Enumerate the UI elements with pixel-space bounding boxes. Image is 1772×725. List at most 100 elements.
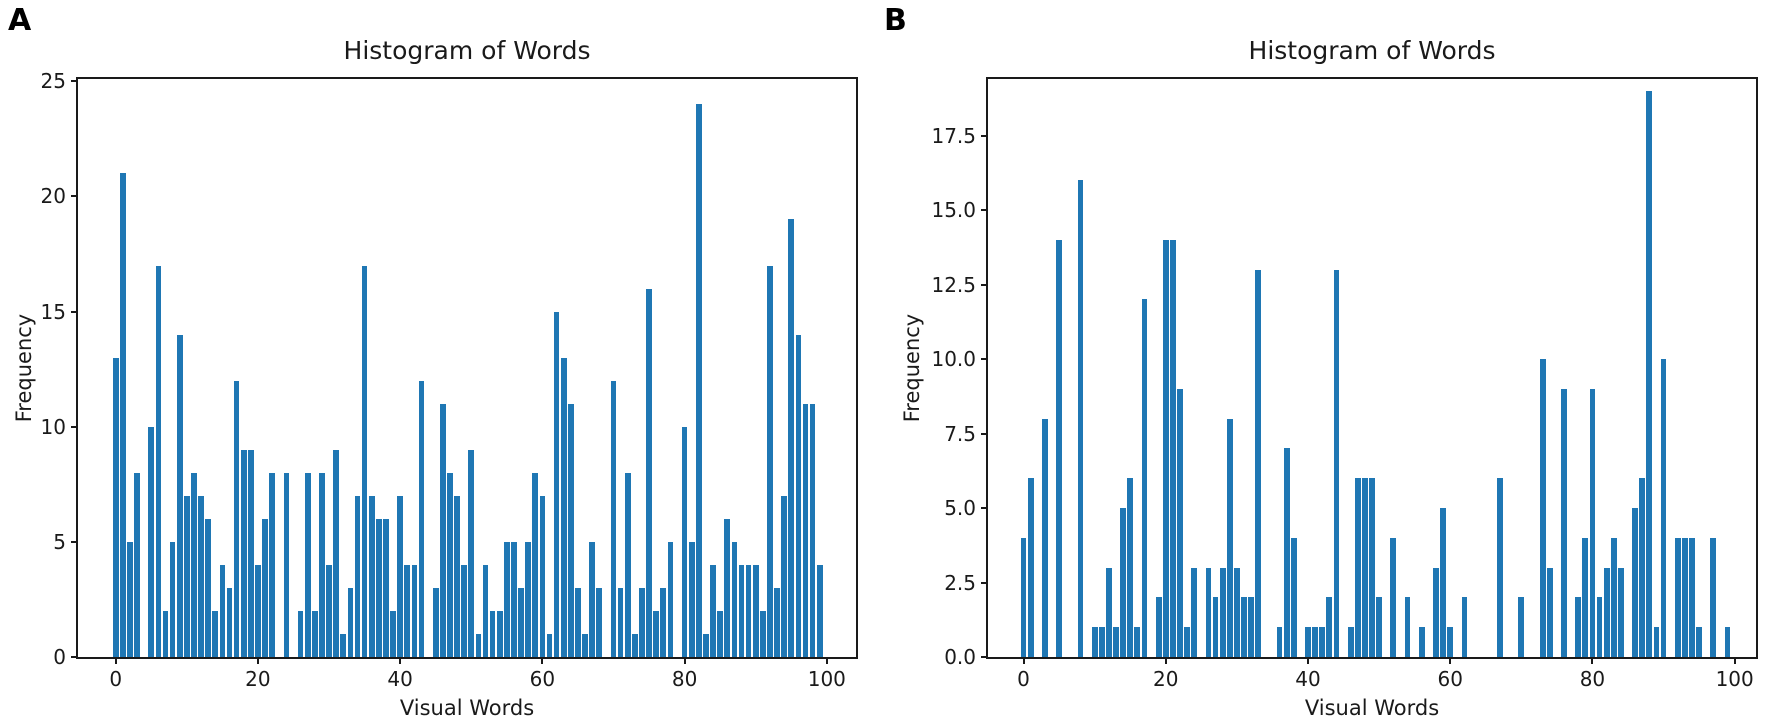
- bar: [176, 334, 183, 657]
- bar: [1660, 359, 1667, 657]
- y-tick-label: 5.0: [944, 496, 976, 521]
- bar: [710, 564, 716, 657]
- chart-a-xlabel: Visual Words: [399, 696, 535, 720]
- bar: [774, 587, 780, 657]
- bar: [162, 610, 169, 657]
- bar: [809, 403, 816, 657]
- bar: [1162, 239, 1169, 657]
- x-tick-label: 100: [807, 667, 846, 691]
- bar: [1212, 597, 1219, 657]
- x-tick-mark: [825, 657, 828, 664]
- bar: [1376, 597, 1382, 657]
- bar: [475, 633, 482, 657]
- bar: [1440, 508, 1446, 657]
- chart-b-title: Histogram of Words: [1248, 36, 1496, 65]
- bar: [1404, 597, 1411, 657]
- bar: [1106, 567, 1112, 657]
- x-tick-mark: [1591, 657, 1594, 664]
- bar: [1461, 597, 1468, 657]
- bar: [1219, 567, 1226, 657]
- x-tick-mark: [1164, 657, 1167, 664]
- chart-a-title: Histogram of Words: [343, 36, 591, 65]
- bar: [1632, 508, 1638, 657]
- bar: [219, 564, 226, 657]
- bar: [1120, 508, 1126, 657]
- bar: [781, 495, 788, 657]
- bar: [1170, 239, 1176, 657]
- bar: [1305, 627, 1311, 657]
- bar: [1603, 567, 1610, 657]
- bar: [1319, 627, 1326, 657]
- bar: [333, 449, 339, 657]
- bar: [596, 587, 603, 657]
- bar: [390, 610, 396, 657]
- bar: [546, 633, 553, 657]
- bar: [326, 564, 332, 657]
- bar: [404, 564, 411, 657]
- bar: [802, 403, 809, 657]
- bar: [1518, 597, 1525, 657]
- bar: [539, 495, 546, 657]
- bar: [269, 472, 275, 657]
- bar: [447, 472, 453, 657]
- bar: [148, 426, 155, 657]
- bar: [1134, 627, 1141, 657]
- x-tick-mark: [1307, 657, 1309, 664]
- bar: [1497, 478, 1503, 657]
- y-tick-label: 10: [40, 414, 66, 439]
- bar: [1276, 627, 1283, 657]
- bar: [1177, 388, 1183, 657]
- bar: [1674, 537, 1681, 657]
- bar: [304, 472, 311, 657]
- bar: [1696, 627, 1702, 657]
- bar: [1589, 388, 1596, 657]
- bar: [582, 633, 588, 657]
- bar: [681, 426, 688, 657]
- bar: [660, 587, 667, 657]
- bar: [1091, 627, 1098, 657]
- bar: [1575, 597, 1582, 657]
- bar: [703, 633, 709, 657]
- bar: [1312, 627, 1318, 657]
- chart-a-ylabel: Frequency: [12, 313, 36, 423]
- bar: [454, 495, 460, 657]
- bar: [503, 541, 510, 657]
- y-tick-mark: [981, 656, 988, 658]
- bar: [646, 288, 652, 657]
- bar: [1248, 597, 1254, 657]
- y-tick-mark: [981, 134, 988, 137]
- bar: [1390, 537, 1397, 657]
- bar: [496, 610, 503, 657]
- bar: [1433, 567, 1439, 657]
- bar: [1113, 627, 1119, 657]
- bar: [1027, 478, 1034, 657]
- x-tick-mark: [1733, 657, 1736, 664]
- bar: [1682, 537, 1688, 657]
- bar: [767, 265, 773, 657]
- y-tick-label: 17.5: [931, 123, 976, 148]
- bar: [752, 564, 759, 657]
- bar: [191, 472, 197, 657]
- bar: [575, 587, 581, 657]
- bar: [816, 564, 823, 657]
- bar: [717, 610, 723, 657]
- bar: [226, 587, 233, 657]
- bar: [461, 564, 467, 657]
- bar: [1546, 567, 1553, 657]
- chart-b-xlabel: Visual Words: [1304, 696, 1440, 720]
- bar: [375, 518, 382, 657]
- chart-b-ylabel: Frequency: [900, 313, 924, 423]
- y-tick-label: 5: [53, 529, 66, 554]
- bar: [482, 564, 489, 657]
- x-tick-label: 100: [1715, 667, 1754, 691]
- bar: [1226, 418, 1233, 657]
- bar: [1639, 478, 1646, 657]
- y-tick-mark: [981, 581, 988, 584]
- bar: [532, 472, 539, 657]
- bar: [1241, 597, 1247, 657]
- bar: [1255, 269, 1262, 657]
- bar: [155, 265, 162, 657]
- y-tick-mark: [981, 283, 988, 286]
- bar: [283, 472, 290, 657]
- bar: [525, 541, 531, 657]
